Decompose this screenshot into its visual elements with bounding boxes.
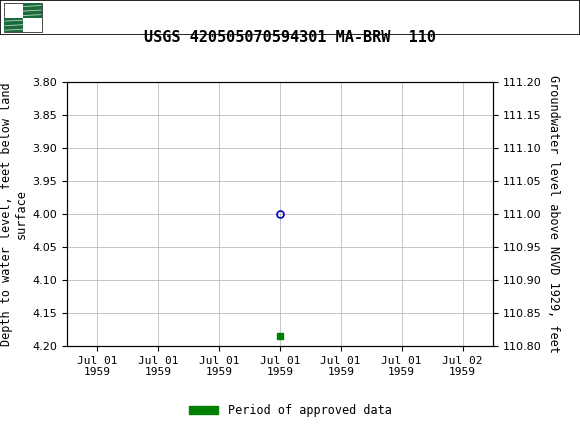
Text: USGS: USGS (48, 9, 108, 28)
Text: USGS 420505070594301 MA-BRW  110: USGS 420505070594301 MA-BRW 110 (144, 30, 436, 45)
Y-axis label: Groundwater level above NGVD 1929, feet: Groundwater level above NGVD 1929, feet (547, 75, 560, 353)
Y-axis label: Depth to water level, feet below land
surface: Depth to water level, feet below land su… (0, 82, 28, 346)
Bar (4, 18, 23, 32)
Bar (23, 3, 42, 18)
Bar (4, 3, 42, 32)
Legend: Period of approved data: Period of approved data (184, 399, 396, 422)
